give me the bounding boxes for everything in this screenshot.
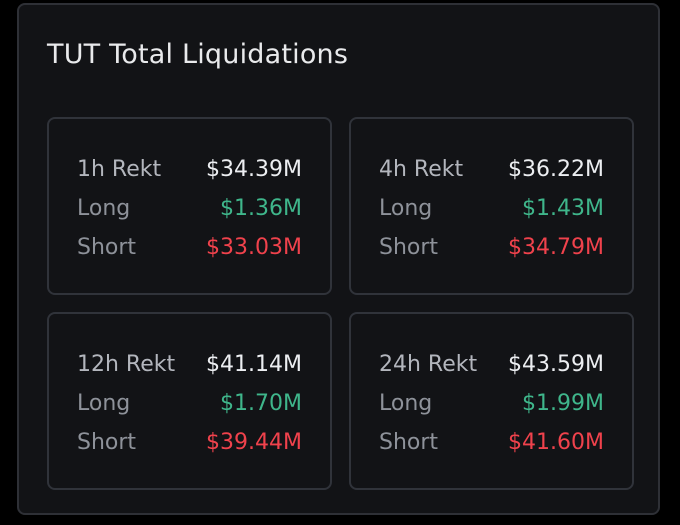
long-label: Long: [77, 196, 131, 221]
total-value: $43.59M: [508, 352, 604, 377]
period-label: 24h Rekt: [379, 352, 478, 377]
long-row: Long $1.43M: [379, 194, 604, 224]
short-row: Short $39.44M: [77, 428, 302, 458]
short-label: Short: [77, 430, 137, 455]
long-label: Long: [77, 391, 131, 416]
total-value: $41.14M: [206, 352, 302, 377]
total-row: 4h Rekt $36.22M: [379, 155, 604, 185]
long-row: Long $1.36M: [77, 194, 302, 224]
short-label: Short: [379, 430, 439, 455]
long-value: $1.36M: [220, 196, 302, 221]
long-value: $1.99M: [522, 391, 604, 416]
short-value: $34.79M: [508, 235, 604, 260]
total-row: 1h Rekt $34.39M: [77, 155, 302, 185]
long-value: $1.43M: [522, 196, 604, 221]
total-value: $36.22M: [508, 157, 604, 182]
period-label: 1h Rekt: [77, 157, 162, 182]
liquidation-card-4h: 4h Rekt $36.22M Long $1.43M Short $34.79…: [349, 117, 634, 295]
liquidation-card-1h: 1h Rekt $34.39M Long $1.36M Short $33.03…: [47, 117, 332, 295]
long-row: Long $1.70M: [77, 389, 302, 419]
short-value: $33.03M: [206, 235, 302, 260]
long-value: $1.70M: [220, 391, 302, 416]
total-row: 12h Rekt $41.14M: [77, 350, 302, 380]
total-row: 24h Rekt $43.59M: [379, 350, 604, 380]
panel-title: TUT Total Liquidations: [47, 39, 349, 70]
short-label: Short: [379, 235, 439, 260]
long-label: Long: [379, 391, 433, 416]
short-row: Short $33.03M: [77, 233, 302, 263]
period-label: 12h Rekt: [77, 352, 176, 377]
long-label: Long: [379, 196, 433, 221]
period-label: 4h Rekt: [379, 157, 464, 182]
liquidation-card-24h: 24h Rekt $43.59M Long $1.99M Short $41.6…: [349, 312, 634, 490]
long-row: Long $1.99M: [379, 389, 604, 419]
liquidations-panel: TUT Total Liquidations 1h Rekt $34.39M L…: [17, 3, 660, 515]
short-label: Short: [77, 235, 137, 260]
total-value: $34.39M: [206, 157, 302, 182]
short-value: $39.44M: [206, 430, 302, 455]
liquidation-card-12h: 12h Rekt $41.14M Long $1.70M Short $39.4…: [47, 312, 332, 490]
short-row: Short $34.79M: [379, 233, 604, 263]
short-value: $41.60M: [508, 430, 604, 455]
short-row: Short $41.60M: [379, 428, 604, 458]
